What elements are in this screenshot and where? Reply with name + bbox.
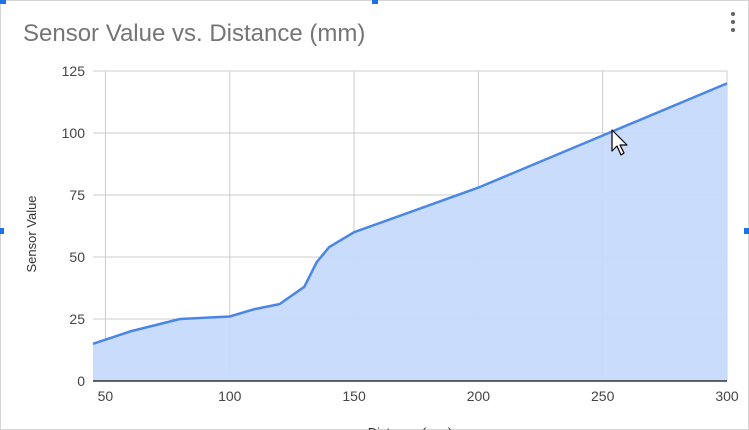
mouse-pointer-icon: [611, 129, 628, 156]
x-tick-label: 300: [715, 388, 739, 404]
y-axis-title: Sensor Value: [24, 195, 39, 272]
selection-handle-top[interactable]: [372, 0, 378, 4]
y-tick-label: 100: [62, 125, 86, 141]
x-tick-label: 50: [98, 388, 114, 404]
y-tick-label: 50: [69, 249, 85, 265]
selection-handle-right[interactable]: [744, 228, 749, 234]
selection-handle-top-left[interactable]: [0, 0, 6, 4]
x-axis-title: Distance (mm): [368, 425, 453, 430]
vertical-ellipsis-icon: [731, 28, 735, 32]
y-tick-label: 125: [62, 63, 86, 79]
vertical-ellipsis-icon: [731, 20, 735, 24]
chart-title: Sensor Value vs. Distance (mm): [23, 20, 366, 47]
x-tick-label: 200: [467, 388, 491, 404]
selection-handle-left[interactable]: [0, 228, 4, 234]
y-tick-label: 75: [69, 187, 85, 203]
x-tick-label: 250: [591, 388, 615, 404]
y-tick-label: 0: [77, 373, 85, 389]
x-tick-label: 100: [218, 388, 242, 404]
vertical-ellipsis-icon: [731, 12, 735, 16]
chart-menu-button[interactable]: [725, 9, 741, 35]
series-area-fill: [93, 83, 727, 382]
x-tick-label: 150: [342, 388, 366, 404]
y-tick-label: 25: [69, 311, 85, 327]
